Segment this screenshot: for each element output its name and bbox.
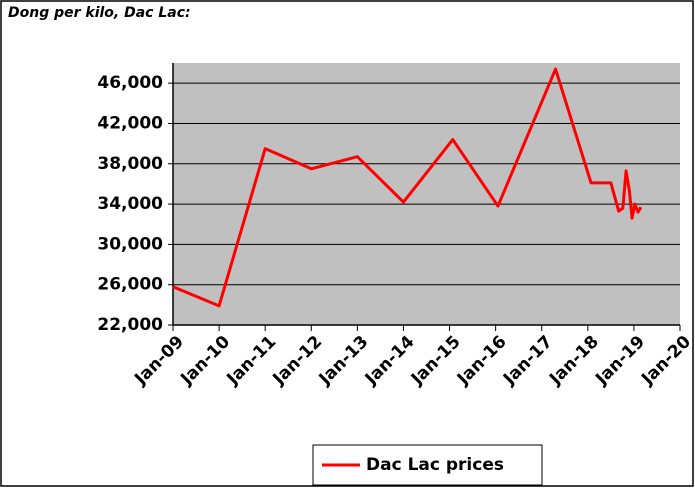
plot-area — [173, 63, 680, 325]
y-tick-label: 26,000 — [97, 275, 163, 295]
legend-label: Dac Lac prices — [366, 455, 504, 475]
y-tick-label: 46,000 — [97, 73, 163, 93]
y-tick-label: 30,000 — [97, 234, 163, 254]
chart-title: Dong per kilo, Dac Lac: — [8, 5, 191, 21]
y-tick-label: 38,000 — [97, 154, 163, 174]
y-tick-label: 34,000 — [97, 194, 163, 214]
data-line — [172, 67, 643, 308]
y-tick-label: 22,000 — [97, 315, 163, 335]
y-tick-label: 42,000 — [97, 113, 163, 133]
